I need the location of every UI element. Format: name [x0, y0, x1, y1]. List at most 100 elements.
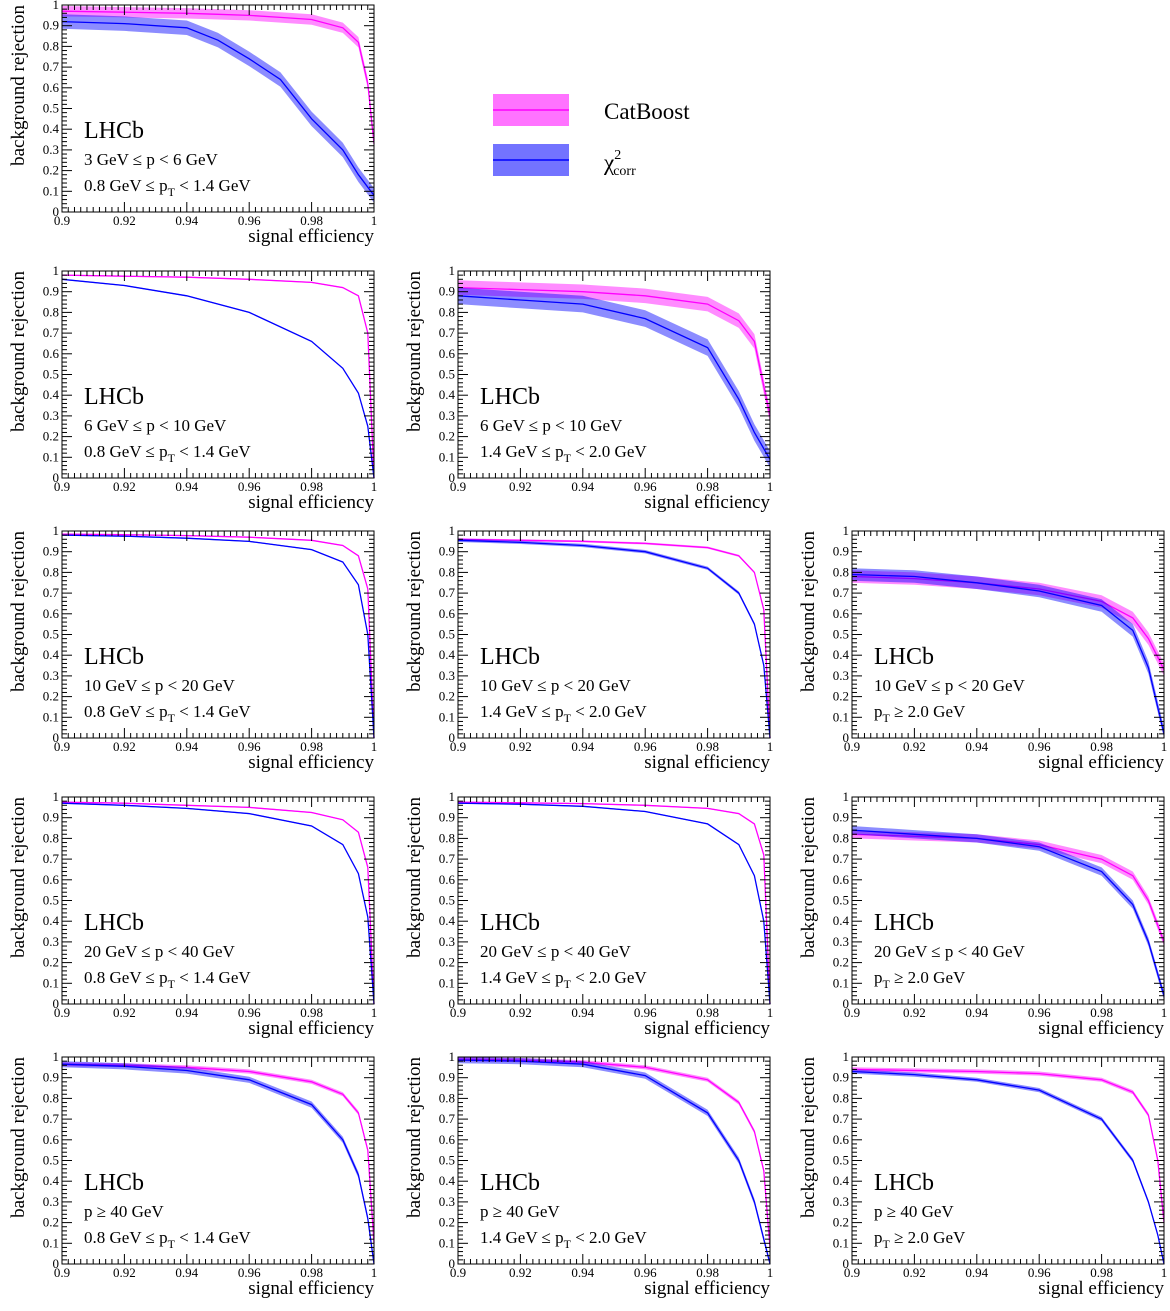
y-tick-label: 0.6	[833, 606, 850, 621]
y-tick-label: 0.4	[439, 1173, 456, 1188]
series-band	[852, 570, 1164, 676]
pt-bin-label: pT ≥ 2.0 GeV	[874, 702, 966, 725]
x-tick-label: 0.96	[634, 479, 657, 494]
y-tick-label: 0.6	[833, 872, 850, 887]
y-tick-label: 0.1	[439, 1235, 455, 1250]
x-tick-label: 0.96	[634, 1005, 657, 1020]
y-tick-label: 0.1	[43, 183, 59, 198]
series-line	[457, 802, 771, 1005]
experiment-label: LHCb	[480, 644, 540, 670]
y-tick-label: 0.2	[833, 1215, 849, 1230]
y-tick-label: 0.9	[439, 810, 455, 825]
y-tick-label: 0.5	[43, 101, 59, 116]
experiment-label: LHCb	[480, 1170, 540, 1196]
y-tick-label: 0.7	[439, 585, 456, 600]
y-tick-label: 1	[449, 523, 456, 538]
x-tick-label: 0.9	[54, 479, 70, 494]
x-tick-label: 1	[1161, 1265, 1168, 1280]
x-axis-title: signal efficiency	[248, 1278, 374, 1299]
experiment-label: LHCb	[480, 910, 540, 936]
x-tick-label: 0.9	[450, 1265, 466, 1280]
y-axis-title: background rejection	[8, 531, 29, 692]
experiment-label: LHCb	[874, 644, 934, 670]
y-tick-label: 0	[449, 730, 456, 745]
y-tick-label: 0.3	[43, 1194, 59, 1209]
x-tick-label: 0.92	[509, 1005, 532, 1020]
y-axis-title: background rejection	[8, 1057, 29, 1218]
x-axis-title: signal efficiency	[248, 226, 374, 247]
chart-panel: 0.9 0.92 0.94 0.96 0.98 1 0 0.1 0.2 0.3 0.4 0.5 0.6 0…	[8, 1049, 377, 1299]
y-axis-title: background rejection	[404, 797, 425, 958]
y-tick-label: 0.8	[439, 304, 455, 319]
x-tick-label: 0.98	[300, 1005, 323, 1020]
pt-bin-label: 0.8 GeV ≤ pT < 1.4 GeV	[84, 1228, 251, 1251]
y-tick-label: 0.2	[439, 1215, 455, 1230]
y-tick-label: 0.5	[439, 1153, 455, 1168]
y-tick-label: 0.1	[43, 449, 59, 464]
y-tick-label: 0.2	[43, 689, 59, 704]
y-tick-label: 0.8	[833, 564, 849, 579]
x-tick-label: 0.9	[844, 1265, 860, 1280]
x-tick-label: 0.94	[175, 213, 198, 228]
chart-panel: 0.9 0.92 0.94 0.96 0.98 1 0 0.1 0.2 0.3 0.4 0.5 0.6 0…	[404, 523, 773, 773]
y-tick-label: 1	[449, 1049, 456, 1064]
y-tick-label: 0.1	[43, 709, 59, 724]
x-axis-title: signal efficiency	[1038, 1278, 1164, 1299]
x-tick-label: 1	[767, 479, 774, 494]
pt-bin-label: pT ≥ 2.0 GeV	[874, 1228, 966, 1251]
x-tick-label: 0.96	[634, 1265, 657, 1280]
y-tick-label: 0.6	[43, 346, 60, 361]
x-axis-title: signal efficiency	[1038, 752, 1164, 773]
x-tick-label: 0.9	[450, 739, 466, 754]
y-tick-label: 0.7	[439, 851, 456, 866]
y-tick-label: 0.9	[43, 1070, 59, 1085]
y-axis-title: background rejection	[798, 531, 819, 692]
x-tick-label: 0.96	[238, 1265, 261, 1280]
momentum-bin-label: 10 GeV ≤ p < 20 GeV	[84, 676, 236, 695]
y-tick-label: 0.2	[439, 429, 455, 444]
y-tick-label: 0.6	[439, 346, 456, 361]
y-tick-label: 0.2	[43, 429, 59, 444]
y-tick-label: 0.8	[833, 1090, 849, 1105]
y-tick-label: 0.4	[43, 387, 60, 402]
legend: CatBoost χ2 corr	[493, 94, 690, 179]
y-tick-label: 0.7	[833, 585, 850, 600]
x-tick-label: 0.96	[238, 1005, 261, 1020]
y-tick-label: 0.5	[439, 893, 455, 908]
y-tick-label: 0.6	[833, 1132, 850, 1147]
x-axis-title: signal efficiency	[248, 492, 374, 513]
series-line	[457, 1059, 771, 1265]
pt-bin-label: 0.8 GeV ≤ pT < 1.4 GeV	[84, 702, 251, 725]
x-tick-label: 0.92	[113, 213, 136, 228]
y-tick-label: 0.3	[833, 1194, 849, 1209]
x-tick-label: 0.92	[113, 1005, 136, 1020]
y-tick-label: 0.6	[439, 872, 456, 887]
x-axis-title: signal efficiency	[248, 1018, 374, 1039]
momentum-bin-label: 20 GeV ≤ p < 40 GeV	[480, 942, 632, 961]
momentum-bin-label: p ≥ 40 GeV	[84, 1202, 164, 1221]
momentum-bin-label: 6 GeV ≤ p < 10 GeV	[480, 416, 623, 435]
y-tick-label: 0.5	[43, 367, 59, 382]
x-tick-label: 0.98	[696, 479, 719, 494]
x-tick-label: 0.9	[844, 1005, 860, 1020]
chart-panel: 0.9 0.92 0.94 0.96 0.98 1 0 0.1 0.2 0.3 0.4 0.5 0.6 0…	[8, 0, 377, 247]
y-tick-label: 1	[53, 263, 60, 278]
y-axis-title: background rejection	[8, 797, 29, 958]
y-tick-label: 0.3	[439, 1194, 455, 1209]
y-tick-label: 0	[843, 1256, 850, 1271]
y-tick-label: 0.3	[439, 668, 455, 683]
y-tick-label: 0.1	[43, 975, 59, 990]
y-axis-title: background rejection	[8, 271, 29, 432]
y-tick-label: 0.6	[43, 1132, 60, 1147]
y-tick-label: 0	[449, 996, 456, 1011]
chart-panel: 0.9 0.92 0.94 0.96 0.98 1 0 0.1 0.2 0.3 0.4 0.5 0.6 0…	[404, 1049, 773, 1299]
series-line	[851, 575, 1165, 670]
series-line	[851, 573, 1165, 735]
y-tick-label: 0.9	[833, 544, 849, 559]
y-tick-label: 0.8	[833, 830, 849, 845]
y-tick-label: 0.1	[833, 975, 849, 990]
y-tick-label: 0.7	[833, 851, 850, 866]
y-tick-label: 0.4	[43, 121, 60, 136]
y-tick-label: 0.8	[43, 564, 59, 579]
